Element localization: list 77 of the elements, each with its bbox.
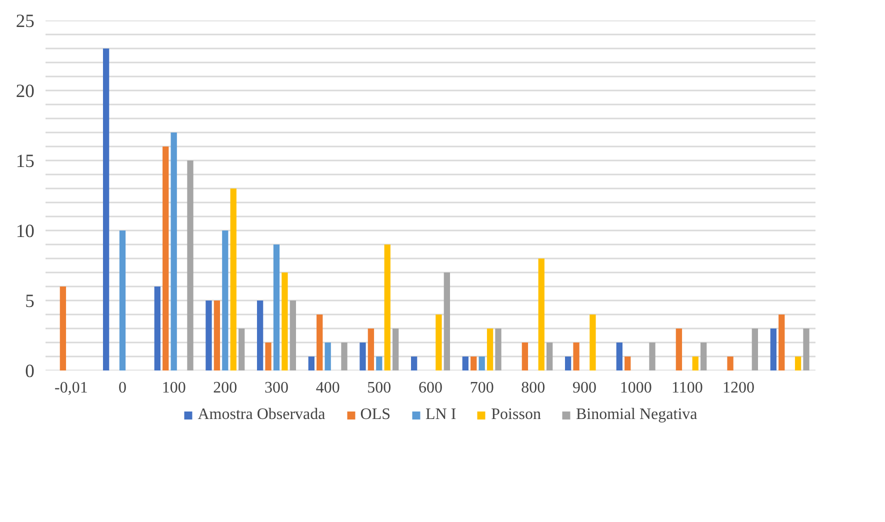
bar xyxy=(616,342,622,370)
bar xyxy=(486,328,494,370)
bar xyxy=(794,356,802,370)
bar xyxy=(290,300,296,370)
bar xyxy=(341,342,348,370)
bar xyxy=(187,160,194,370)
bar xyxy=(700,342,707,370)
bar xyxy=(282,272,288,370)
bar xyxy=(316,314,323,370)
x-tick-label: 400 xyxy=(316,380,340,396)
y-tick-label: 5 xyxy=(25,291,34,312)
bar xyxy=(470,356,477,370)
x-tick-label: 200 xyxy=(213,380,238,396)
x-tick-label: 1000 xyxy=(620,380,652,396)
bar xyxy=(162,146,169,370)
bar xyxy=(590,314,596,370)
bar xyxy=(803,328,810,370)
bar xyxy=(564,356,572,370)
bar xyxy=(324,342,331,370)
bar xyxy=(265,342,272,370)
bar xyxy=(230,188,236,370)
x-tick-label: 600 xyxy=(418,380,442,396)
bar xyxy=(256,300,264,370)
bar xyxy=(222,230,228,370)
bar xyxy=(778,314,785,370)
bar xyxy=(462,356,468,370)
bar xyxy=(119,230,126,370)
legend-label: Poisson xyxy=(491,406,541,424)
bar xyxy=(376,356,382,370)
bar xyxy=(624,356,631,370)
x-tick-label: -0,01 xyxy=(54,380,88,396)
y-tick-label: 15 xyxy=(16,151,34,172)
bar xyxy=(649,342,656,370)
x-tick-label: 800 xyxy=(521,380,546,396)
bar xyxy=(360,342,366,370)
bar xyxy=(727,356,734,370)
bar xyxy=(573,342,580,370)
bar xyxy=(170,132,177,370)
bar xyxy=(392,328,399,370)
y-tick-label: 0 xyxy=(25,361,34,382)
bar xyxy=(478,356,485,370)
bar xyxy=(368,328,374,370)
x-tick-label: 300 xyxy=(264,380,288,396)
bar xyxy=(538,258,544,370)
bar xyxy=(752,328,758,370)
bar xyxy=(154,286,160,370)
bar xyxy=(60,286,66,370)
legend-label: Binomial Negativa xyxy=(576,406,698,424)
bar xyxy=(692,356,698,370)
bar xyxy=(384,244,390,370)
x-tick-label: 700 xyxy=(470,380,494,396)
bar xyxy=(410,356,418,370)
x-tick-label: 900 xyxy=(572,380,596,396)
bar xyxy=(206,300,212,370)
bar xyxy=(495,328,502,370)
legend-label: Amostra Observada xyxy=(198,406,326,424)
bar xyxy=(273,244,280,370)
bar xyxy=(102,48,110,370)
x-tick-label: 500 xyxy=(367,380,392,396)
bar xyxy=(214,300,220,370)
bar xyxy=(546,342,553,370)
y-tick-label: 20 xyxy=(16,81,34,102)
legend-label: OLS xyxy=(360,406,390,424)
bar xyxy=(436,314,442,370)
x-tick-label: 0 xyxy=(118,380,126,396)
bar xyxy=(770,328,776,370)
bar xyxy=(308,356,314,370)
legend-label: LN I xyxy=(425,406,456,424)
bar xyxy=(522,342,528,370)
bar xyxy=(238,328,245,370)
y-tick-label: 25 xyxy=(16,11,34,32)
x-tick-label: 1200 xyxy=(722,380,754,396)
x-tick-label: 1100 xyxy=(671,380,703,396)
bar xyxy=(676,328,682,370)
x-tick-label: 100 xyxy=(162,380,186,396)
bar xyxy=(444,272,450,370)
y-tick-label: 10 xyxy=(16,221,34,242)
